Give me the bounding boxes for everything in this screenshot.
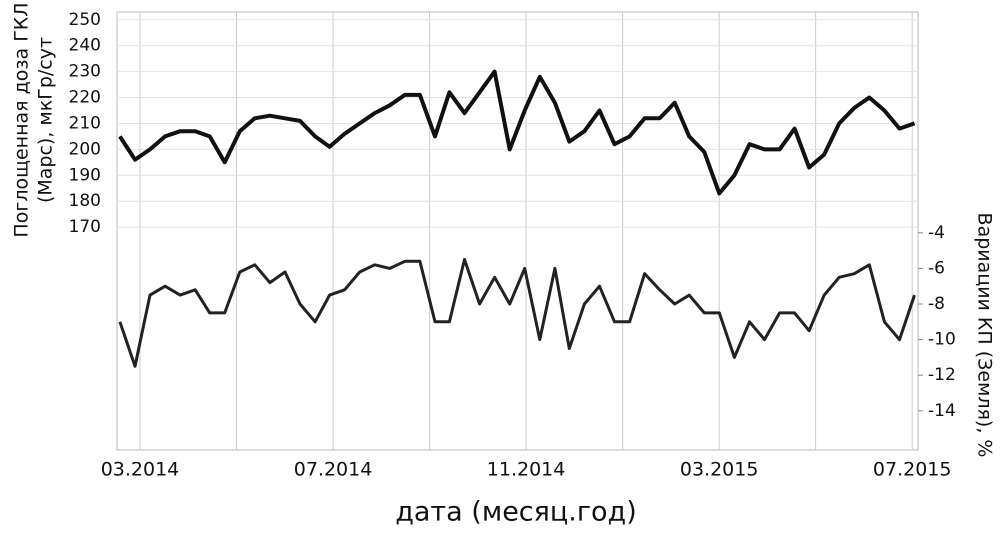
y2-tick-label: -14	[928, 401, 956, 421]
y2-tick-label: -6	[928, 258, 945, 278]
y-tick-label: 190	[69, 165, 101, 185]
y2-tick-label: -10	[928, 330, 956, 350]
y-tick-label: 220	[69, 88, 101, 108]
x-tick-label: 11.2014	[487, 459, 566, 481]
y2-tick-label: -4	[928, 223, 945, 243]
x-tick-label: 03.2014	[101, 459, 180, 481]
data-line	[118, 258, 916, 368]
y2-tick-label: -8	[928, 294, 945, 314]
y-tick-label: 240	[69, 36, 101, 56]
y-tick-label: 180	[69, 191, 101, 211]
y-tick-label: 250	[69, 10, 101, 30]
y-tick-label: 210	[69, 113, 101, 133]
y2-tick-label: -12	[928, 365, 956, 385]
y2-axis-label: Вариации КП (Земля), %	[974, 213, 996, 458]
y-tick-label: 200	[69, 139, 101, 159]
y-tick-label: 230	[69, 62, 101, 82]
y-axis-label: Поглощенная доза ГКЛ	[11, 2, 33, 237]
data-line	[118, 69, 916, 196]
y-tick-label: 170	[69, 217, 101, 237]
x-tick-label: 07.2015	[873, 459, 952, 481]
x-tick-label: 03.2015	[680, 459, 759, 481]
y-axis-label: (Марс), мкГр/сут	[35, 37, 57, 203]
x-tick-label: 07.2014	[294, 459, 373, 481]
x-axis-label: дата (месяц.год)	[395, 497, 637, 528]
plot-frame	[116, 11, 919, 451]
